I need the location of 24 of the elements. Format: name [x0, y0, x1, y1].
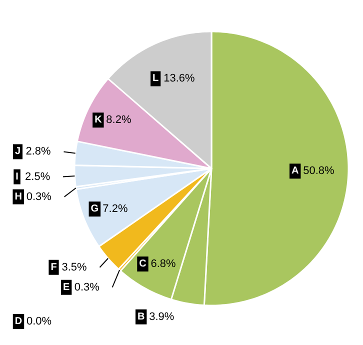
data-label: 2.5% [25, 170, 50, 183]
slice-label: J [14, 146, 21, 158]
slice-label: B [137, 311, 145, 322]
slice-label: K [94, 114, 103, 126]
data-label: 2.8% [26, 146, 52, 158]
slice-label: F [50, 262, 57, 273]
slice-label: L [152, 73, 159, 84]
data-label: 50.8% [303, 165, 335, 178]
slice-label: H [14, 191, 22, 202]
slice-label: I [16, 171, 19, 182]
slice-label: A [291, 166, 299, 177]
text: 0.0% [26, 316, 52, 328]
category-label: D [14, 316, 22, 327]
slice-label: G [90, 204, 99, 215]
data-label: 3.5% [62, 261, 88, 274]
slice-label: C [139, 258, 146, 270]
data-label: 0.3% [74, 281, 100, 294]
data-label: 3.9% [149, 310, 174, 323]
data-label: 6.8% [150, 258, 176, 270]
slice-label: E [63, 282, 70, 293]
data-label: 7.2% [102, 203, 128, 216]
data-label: 0.3% [26, 190, 52, 203]
data-label: 8.2% [106, 114, 132, 126]
data-label: 13.6% [164, 72, 195, 85]
